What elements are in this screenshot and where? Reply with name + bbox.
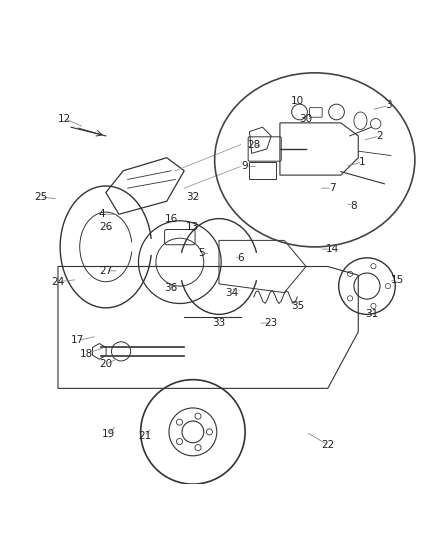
Text: 13: 13 xyxy=(186,222,200,232)
Text: 30: 30 xyxy=(300,114,313,124)
Text: 8: 8 xyxy=(350,200,357,211)
Text: 14: 14 xyxy=(325,244,339,254)
Text: 25: 25 xyxy=(34,192,47,202)
Text: 15: 15 xyxy=(391,274,404,285)
Text: 5: 5 xyxy=(198,248,205,259)
Text: 18: 18 xyxy=(80,349,93,359)
Text: 32: 32 xyxy=(186,192,200,202)
Text: 17: 17 xyxy=(71,335,84,345)
Text: 2: 2 xyxy=(377,131,383,141)
Text: 22: 22 xyxy=(321,440,335,450)
Text: 19: 19 xyxy=(101,429,115,439)
Text: 12: 12 xyxy=(58,114,71,124)
Text: 20: 20 xyxy=(99,359,113,369)
Text: 36: 36 xyxy=(165,283,178,293)
Text: 4: 4 xyxy=(98,209,105,219)
Text: 28: 28 xyxy=(247,140,261,150)
Text: 27: 27 xyxy=(99,266,113,276)
Text: 16: 16 xyxy=(165,214,178,224)
Text: 33: 33 xyxy=(212,318,226,328)
Text: 6: 6 xyxy=(237,253,244,263)
Text: 34: 34 xyxy=(226,288,239,297)
Text: 10: 10 xyxy=(291,96,304,106)
Text: 21: 21 xyxy=(138,431,152,441)
Text: 31: 31 xyxy=(365,309,378,319)
Text: 24: 24 xyxy=(51,277,64,287)
Text: 9: 9 xyxy=(242,161,248,172)
Text: 26: 26 xyxy=(99,222,113,232)
Text: 1: 1 xyxy=(359,157,366,167)
Text: 23: 23 xyxy=(265,318,278,328)
Text: 7: 7 xyxy=(329,183,336,193)
Text: 35: 35 xyxy=(291,301,304,311)
Text: 3: 3 xyxy=(385,100,392,110)
